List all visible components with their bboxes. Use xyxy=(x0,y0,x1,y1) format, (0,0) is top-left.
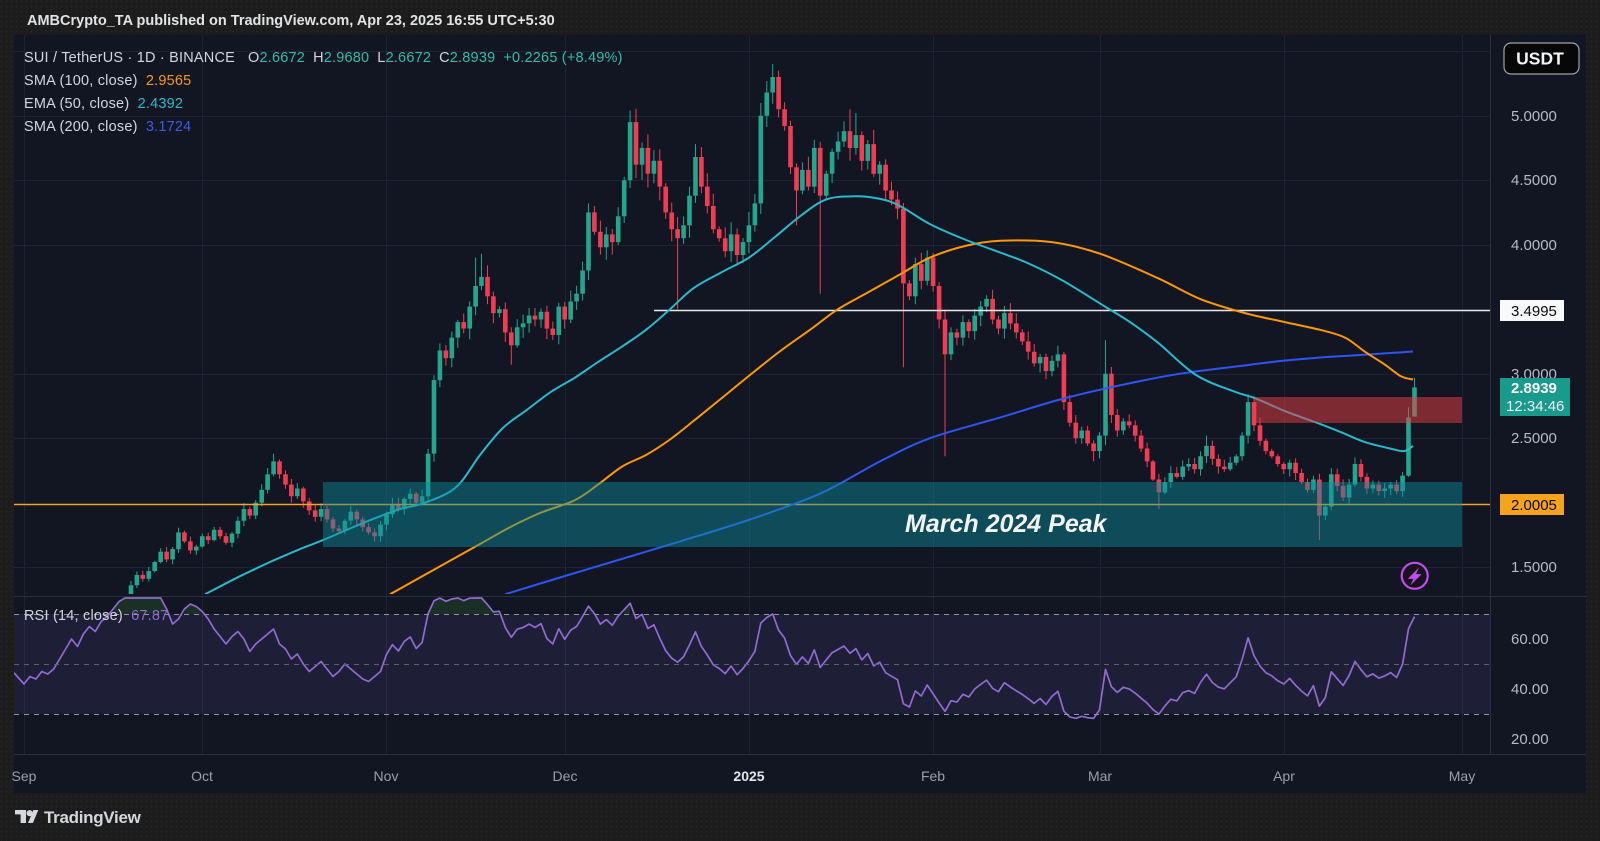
svg-text:May: May xyxy=(1449,768,1475,784)
svg-text:2.0005: 2.0005 xyxy=(1511,497,1557,514)
svg-text:TradingView: TradingView xyxy=(44,808,142,827)
svg-text:20.00: 20.00 xyxy=(1511,731,1549,748)
svg-text:Nov: Nov xyxy=(374,768,399,784)
svg-text:4.5000: 4.5000 xyxy=(1511,172,1557,189)
svg-text:EMA (50, close) 2.4392: EMA (50, close) 2.4392 xyxy=(24,96,183,112)
svg-text:4.0000: 4.0000 xyxy=(1511,237,1557,254)
svg-text:60.00: 60.00 xyxy=(1511,631,1549,648)
svg-text:Feb: Feb xyxy=(921,768,945,784)
svg-text:12:34:46: 12:34:46 xyxy=(1506,398,1564,415)
svg-text:SMA (100, close) 2.9565: SMA (100, close) 2.9565 xyxy=(24,73,191,89)
svg-text:Sep: Sep xyxy=(12,768,37,784)
svg-text:5.0000: 5.0000 xyxy=(1511,108,1557,125)
svg-text:40.00: 40.00 xyxy=(1511,681,1549,698)
svg-text:Oct: Oct xyxy=(191,768,213,784)
svg-text:2.5000: 2.5000 xyxy=(1511,430,1557,447)
svg-text:AMBCrypto_TA published on Trad: AMBCrypto_TA published on TradingView.co… xyxy=(27,13,555,29)
svg-text:Apr: Apr xyxy=(1273,768,1295,784)
svg-text:Mar: Mar xyxy=(1088,768,1112,784)
svg-text:1.5000: 1.5000 xyxy=(1511,559,1557,576)
svg-text:3.4995: 3.4995 xyxy=(1511,303,1557,320)
svg-text:SMA (200, close) 3.1724: SMA (200, close) 3.1724 xyxy=(24,119,191,135)
svg-text:2.8939: 2.8939 xyxy=(1511,380,1557,397)
svg-text:Dec: Dec xyxy=(553,768,578,784)
svg-text:RSI (14, close) 67.87: RSI (14, close) 67.87 xyxy=(24,608,168,624)
svg-text:USDT: USDT xyxy=(1516,49,1564,69)
svg-text:March 2024 Peak: March 2024 Peak xyxy=(905,510,1108,538)
svg-text:2025: 2025 xyxy=(733,768,764,784)
